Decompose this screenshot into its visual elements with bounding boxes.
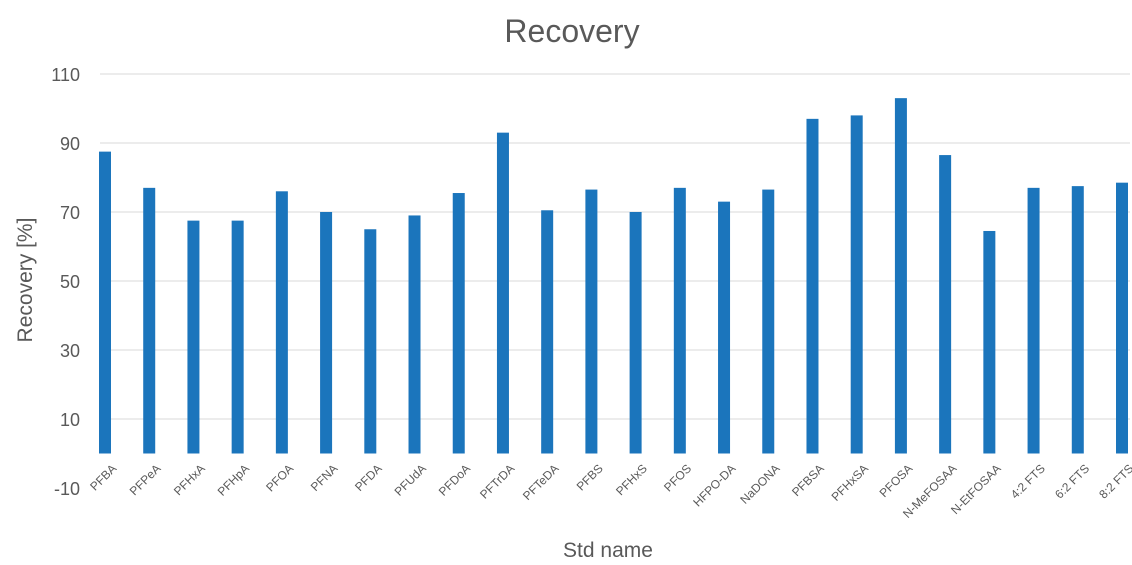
x-category-label: PFBA [87, 461, 119, 493]
bar [850, 115, 863, 454]
x-category-label: PFDoA [436, 461, 473, 498]
y-tick-label: 50 [60, 272, 80, 292]
bar [1027, 187, 1040, 454]
bar [187, 220, 200, 454]
x-category-label: PFBSA [789, 461, 827, 499]
x-category-label: 6:2 FTS [1052, 461, 1092, 501]
bar [585, 189, 598, 454]
bar [143, 187, 156, 454]
bar [231, 220, 244, 454]
bar [99, 151, 111, 454]
gridlines [100, 73, 1130, 420]
x-category-label: PFPeA [127, 461, 164, 498]
x-category-label: 8:2 FTS [1096, 461, 1132, 501]
y-tick-label: 70 [60, 203, 80, 223]
x-category-label: PFDA [352, 461, 385, 494]
bar [364, 229, 377, 454]
x-category-label: PFOSA [877, 461, 916, 500]
y-axis-title: Recovery [%] [14, 218, 37, 343]
x-axis-category-labels: PFBA PFPeA PFHxA PFHpA PFOA PFNA PFDA PFUdA PFDo… [87, 461, 1132, 520]
y-tick-label: 10 [60, 410, 80, 430]
x-category-label: PFHxS [613, 461, 650, 498]
bar [452, 193, 465, 454]
bar [496, 132, 509, 454]
bar [320, 212, 333, 454]
y-tick-label: 30 [60, 341, 80, 361]
bars [99, 98, 1128, 454]
x-category-label: PFOS [661, 461, 694, 494]
bar [894, 98, 907, 454]
x-category-label: PFOA [263, 461, 296, 494]
bar [673, 187, 686, 454]
x-category-label: NaDONA [737, 461, 782, 506]
x-category-label: HFPO-DA [690, 461, 738, 509]
x-category-label: PFUdA [392, 461, 429, 498]
x-axis-title: Std name [563, 539, 653, 562]
bar [275, 191, 288, 454]
bar [629, 212, 642, 454]
x-category-label: PFBS [574, 461, 606, 493]
bar [541, 210, 554, 454]
x-category-label: PFHxSA [829, 461, 871, 503]
x-category-label: PFTeDA [520, 461, 561, 502]
y-tick-label: -10 [54, 479, 80, 499]
y-tick-label: 110 [51, 65, 80, 85]
x-category-label: 4:2 FTS [1008, 461, 1048, 501]
bar [983, 230, 996, 454]
bar [806, 118, 819, 454]
bar [408, 215, 421, 454]
bar [1116, 182, 1128, 454]
y-axis-tick-labels: -10 10 30 50 70 90 110 [51, 65, 80, 499]
bar [718, 201, 731, 454]
x-category-label: PFHpA [215, 461, 252, 498]
bar [762, 189, 775, 454]
x-category-label: PFTrDA [477, 461, 517, 501]
x-category-label: PFNA [308, 461, 341, 494]
chart-title: Recovery [504, 13, 639, 49]
bar [1071, 186, 1084, 454]
bar [939, 155, 952, 454]
y-tick-label: 90 [60, 134, 80, 154]
x-category-label: PFHxA [171, 461, 208, 498]
